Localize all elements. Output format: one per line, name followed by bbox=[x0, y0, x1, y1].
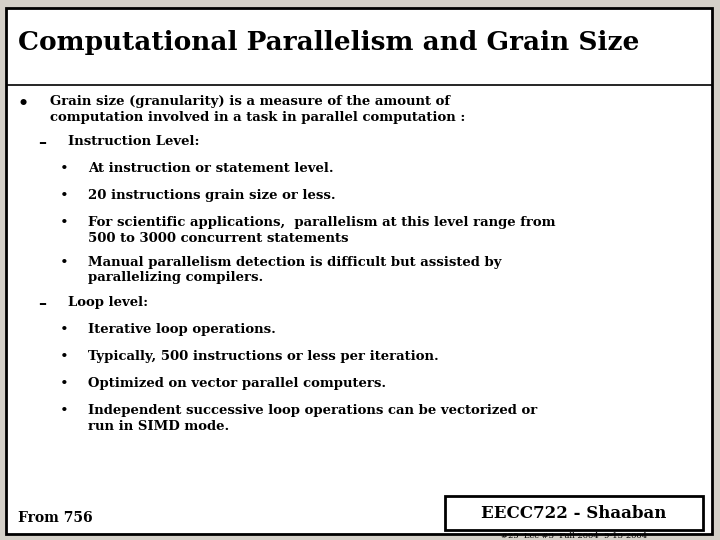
Text: –: – bbox=[38, 135, 46, 152]
Text: –: – bbox=[38, 296, 46, 313]
Text: Optimized on vector parallel computers.: Optimized on vector parallel computers. bbox=[88, 377, 386, 390]
Text: At instruction or statement level.: At instruction or statement level. bbox=[88, 162, 333, 175]
Text: •: • bbox=[60, 162, 68, 176]
Text: For scientific applications,  parallelism at this level range from
500 to 3000 c: For scientific applications, parallelism… bbox=[88, 216, 556, 245]
Text: •: • bbox=[18, 95, 29, 112]
Text: Grain size (granularity) is a measure of the amount of
computation involved in a: Grain size (granularity) is a measure of… bbox=[50, 95, 465, 124]
FancyBboxPatch shape bbox=[6, 8, 712, 534]
Text: •: • bbox=[60, 216, 68, 230]
Text: •: • bbox=[60, 189, 68, 203]
Text: Instruction Level:: Instruction Level: bbox=[68, 135, 199, 148]
Text: Independent successive loop operations can be vectorized or
run in SIMD mode.: Independent successive loop operations c… bbox=[88, 404, 537, 433]
Text: Manual parallelism detection is difficult but assisted by
parallelizing compiler: Manual parallelism detection is difficul… bbox=[88, 256, 502, 285]
Text: •: • bbox=[60, 350, 68, 364]
Text: •: • bbox=[60, 377, 68, 391]
Text: Computational Parallelism and Grain Size: Computational Parallelism and Grain Size bbox=[18, 30, 639, 55]
Text: Loop level:: Loop level: bbox=[68, 296, 148, 309]
Text: From 756: From 756 bbox=[18, 511, 93, 525]
Text: •: • bbox=[60, 323, 68, 337]
Text: •: • bbox=[60, 256, 68, 270]
Text: EECC722 - Shaaban: EECC722 - Shaaban bbox=[481, 504, 667, 522]
Text: #25  Lec #3  Fall 2004  9-13-2004: #25 Lec #3 Fall 2004 9-13-2004 bbox=[501, 532, 647, 540]
Text: •: • bbox=[60, 404, 68, 418]
FancyBboxPatch shape bbox=[445, 496, 703, 530]
Text: Typically, 500 instructions or less per iteration.: Typically, 500 instructions or less per … bbox=[88, 350, 438, 363]
Text: 20 instructions grain size or less.: 20 instructions grain size or less. bbox=[88, 189, 336, 202]
Text: Iterative loop operations.: Iterative loop operations. bbox=[88, 323, 276, 336]
